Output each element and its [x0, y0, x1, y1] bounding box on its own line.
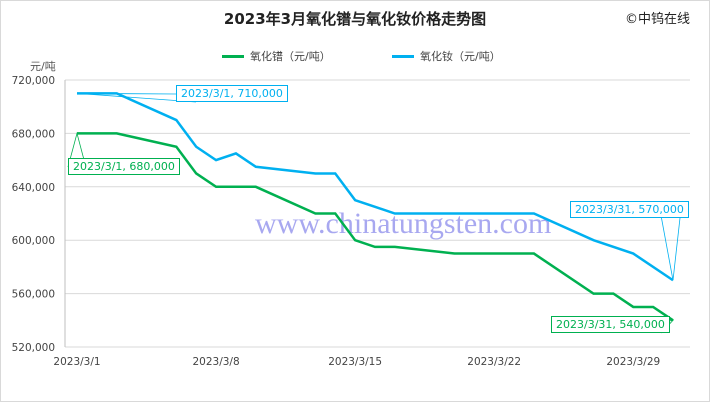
data-label: 2023/3/1, 710,000	[176, 85, 288, 102]
y-tick-label: 640,000	[12, 182, 55, 194]
x-tick-label: 2023/3/1	[53, 356, 100, 368]
legend-swatch	[222, 54, 244, 58]
series-line-0	[77, 132, 674, 322]
y-tick-label: 680,000	[12, 128, 55, 140]
legend-item-neodymium-oxide: 氧化钕（元/吨）	[392, 48, 501, 64]
chart-title: 2023年3月氧化镨与氧化钕价格走势图	[223, 10, 487, 28]
legend-swatch	[392, 54, 414, 58]
legend-item-praseodymium-oxide: 氧化镨（元/吨）	[222, 48, 331, 64]
y-tick-label: 560,000	[12, 289, 55, 301]
data-label: 2023/3/1, 680,000	[68, 158, 180, 175]
data-label: 2023/3/31, 570,000	[570, 201, 689, 218]
brand-logo-text: ©中钨在线	[624, 12, 690, 27]
y-tick-label: 520,000	[12, 342, 55, 354]
x-tick-label: 2023/3/29	[606, 356, 660, 368]
x-tick-label: 2023/3/22	[467, 356, 521, 368]
y-tick-label: 600,000	[12, 235, 55, 247]
y-axis-unit: 元/吨	[30, 60, 56, 73]
legend-label: 氧化钕（元/吨）	[420, 50, 501, 63]
legend-label: 氧化镨（元/吨）	[250, 50, 331, 63]
y-tick-label: 720,000	[12, 75, 55, 87]
data-label-leader	[76, 92, 197, 103]
x-tick-label: 2023/3/15	[328, 356, 382, 368]
data-label: 2023/3/31, 540,000	[551, 316, 670, 333]
data-label-leader	[659, 209, 681, 281]
x-tick-label: 2023/3/8	[192, 356, 239, 368]
